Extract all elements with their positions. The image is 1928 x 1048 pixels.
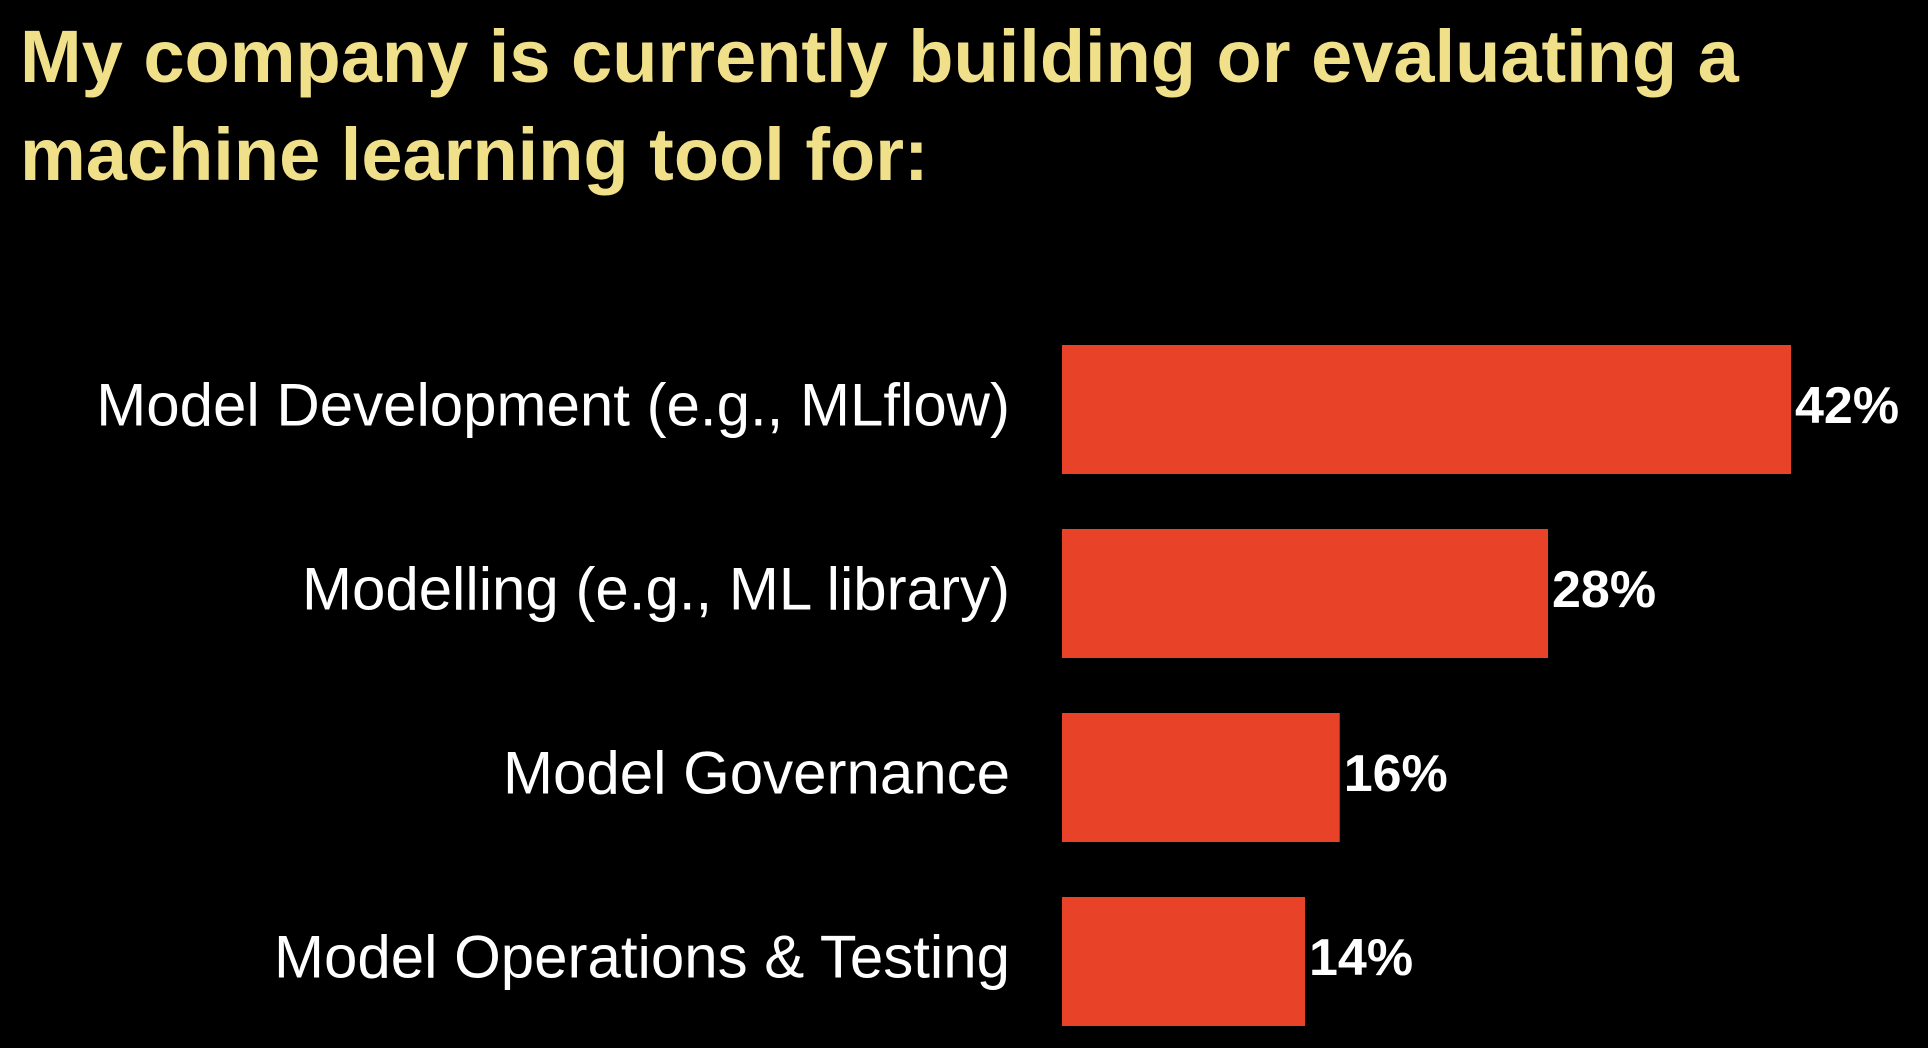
bar xyxy=(1062,529,1548,658)
bar xyxy=(1062,713,1340,842)
category-label: Model Governance xyxy=(503,739,1010,806)
category-label: Modelling (e.g., ML library) xyxy=(302,555,1010,622)
value-label: 42% xyxy=(1795,377,1899,435)
value-label: 28% xyxy=(1552,561,1656,619)
bar xyxy=(1062,897,1305,1026)
value-label: 16% xyxy=(1344,745,1448,803)
bar xyxy=(1062,345,1791,474)
category-label: Model Operations & Testing xyxy=(274,923,1010,990)
category-label: Model Development (e.g., MLflow) xyxy=(96,371,1010,438)
value-label: 14% xyxy=(1309,929,1413,987)
chart-title: My company is currently building or eval… xyxy=(20,15,1739,196)
